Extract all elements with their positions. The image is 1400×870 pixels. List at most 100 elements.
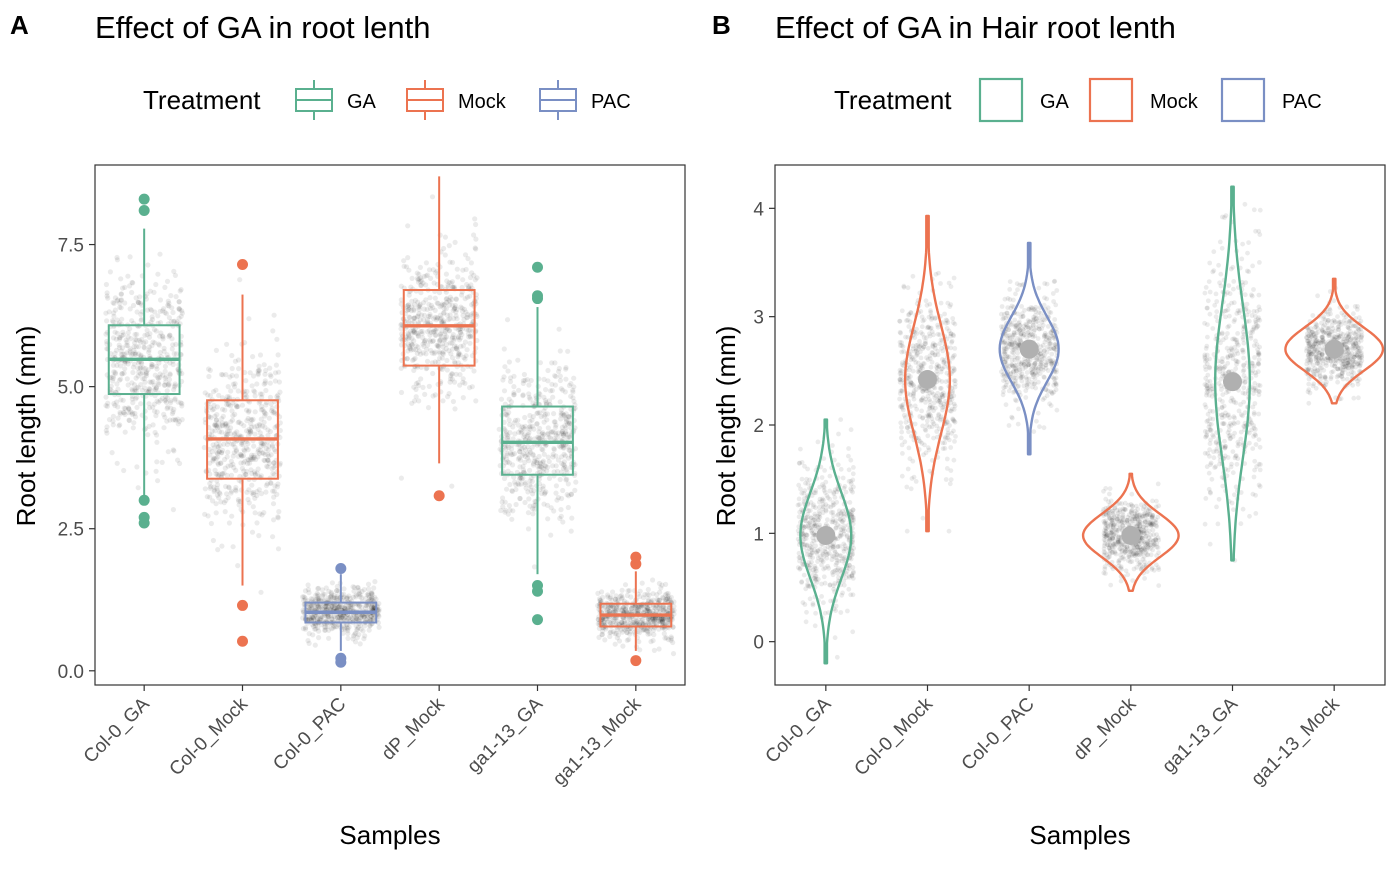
jitter-point: [458, 352, 463, 357]
jitter-point: [826, 504, 831, 509]
jitter-point: [249, 483, 254, 488]
jitter-point: [366, 586, 371, 591]
x-tick-label: ga1-13_Mock: [1247, 693, 1344, 790]
jitter-point: [900, 443, 905, 448]
jitter-point: [547, 459, 552, 464]
jitter-point: [850, 515, 855, 520]
jitter-point: [820, 475, 825, 480]
jitter-point: [816, 440, 821, 445]
jitter-point: [539, 465, 544, 470]
jitter-point: [1041, 353, 1046, 358]
jitter-point: [464, 315, 469, 320]
outlier-point: [532, 290, 543, 301]
jitter-point: [266, 458, 271, 463]
jitter-point: [563, 365, 568, 370]
jitter-point: [1042, 281, 1047, 286]
jitter-point: [1048, 310, 1053, 315]
jitter-point: [1049, 403, 1054, 408]
jitter-point: [551, 446, 556, 451]
jitter-point: [1008, 342, 1013, 347]
outlier-point: [434, 490, 445, 501]
jitter-point: [526, 510, 531, 515]
jitter-point: [814, 566, 819, 571]
jitter-point: [500, 377, 505, 382]
jitter-point: [950, 407, 955, 412]
jitter-point: [472, 216, 477, 221]
jitter-point: [926, 357, 931, 362]
jitter-point: [1034, 419, 1039, 424]
jitter-point: [214, 412, 219, 417]
jitter-point: [546, 425, 551, 430]
jitter-point: [405, 255, 410, 260]
jitter-point: [918, 309, 923, 314]
jitter-point: [225, 442, 230, 447]
jitter-point: [408, 329, 413, 334]
jitter-point: [218, 499, 223, 504]
jitter-point: [1025, 381, 1030, 386]
jitter-point: [160, 308, 165, 313]
jitter-point: [819, 563, 824, 568]
jitter-point: [129, 290, 134, 295]
jitter-point: [899, 340, 904, 345]
jitter-point: [595, 591, 600, 596]
jitter-point: [1033, 386, 1038, 391]
jitter-point: [900, 308, 905, 313]
jitter-point: [557, 327, 562, 332]
jitter-point: [796, 483, 801, 488]
jitter-point: [1021, 314, 1026, 319]
jitter-point: [939, 301, 944, 306]
jitter-point: [270, 489, 275, 494]
jitter-point: [265, 433, 270, 438]
jitter-point: [940, 392, 945, 397]
jitter-point: [418, 265, 423, 270]
jitter-point: [952, 402, 957, 407]
jitter-point: [362, 633, 367, 638]
jitter-point: [263, 490, 268, 495]
legend-label-a-pac: PAC: [591, 91, 631, 113]
jitter-point: [230, 413, 235, 418]
jitter-point: [152, 383, 157, 388]
jitter-point: [440, 398, 445, 403]
jitter-point: [938, 399, 943, 404]
jitter-point: [259, 417, 264, 422]
jitter-point: [909, 486, 914, 491]
y-tick-label: 0: [753, 633, 764, 654]
jitter-point: [412, 398, 417, 403]
jitter-point: [837, 508, 842, 513]
jitter-point: [545, 378, 550, 383]
jitter-point: [431, 316, 436, 321]
jitter-point: [215, 472, 220, 477]
x-tick-label: dP_Mock: [1070, 693, 1141, 764]
jitter-point: [227, 520, 232, 525]
jitter-point: [1054, 370, 1059, 375]
jitter-point: [620, 644, 625, 649]
jitter-point: [156, 400, 161, 405]
jitter-point: [507, 482, 512, 487]
jitter-point: [1013, 398, 1018, 403]
jitter-point: [1007, 287, 1012, 292]
jitter-point: [271, 410, 276, 415]
jitter-point: [851, 569, 856, 574]
jitter-point: [1040, 317, 1045, 322]
jitter-point: [150, 405, 155, 410]
jitter-point: [1015, 351, 1020, 356]
jitter-point: [804, 533, 809, 538]
jitter-point: [552, 469, 557, 474]
jitter-point: [156, 342, 161, 347]
jitter-point: [134, 376, 139, 381]
jitter-point: [259, 407, 264, 412]
jitter-point: [519, 430, 524, 435]
jitter-point: [936, 332, 941, 337]
jitter-point: [947, 529, 952, 534]
jitter-point: [949, 340, 954, 345]
jitter-point: [1039, 363, 1044, 368]
jitter-point: [805, 584, 810, 589]
jitter-point: [548, 533, 553, 538]
jitter-point: [665, 596, 670, 601]
jitter-point: [539, 414, 544, 419]
jitter-point: [274, 337, 279, 342]
jitter-point: [1015, 287, 1020, 292]
jitter-point: [819, 558, 824, 563]
jitter-point: [271, 465, 276, 470]
jitter-point: [1021, 334, 1026, 339]
